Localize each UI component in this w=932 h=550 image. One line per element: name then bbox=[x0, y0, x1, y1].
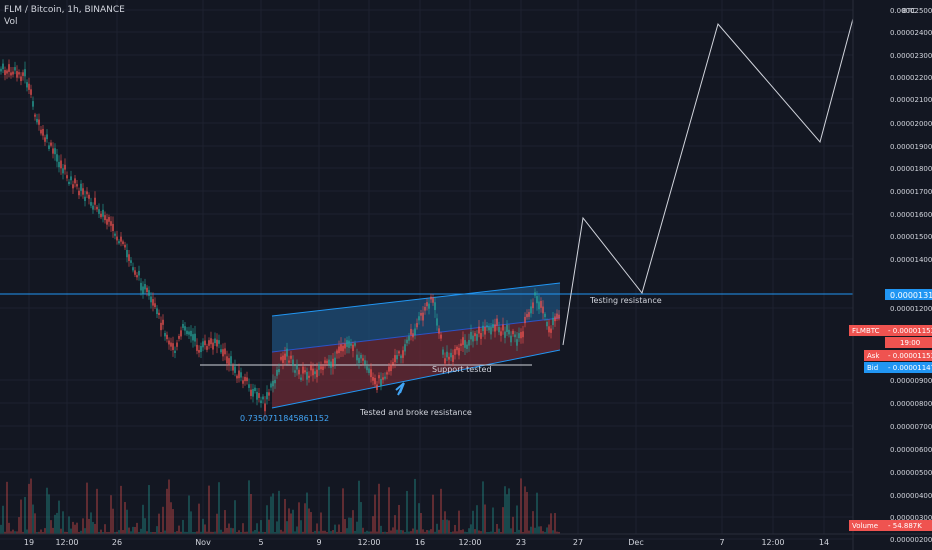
time-tick-label: 12:00 bbox=[357, 538, 380, 547]
price-tick-label: 0.00002500 bbox=[890, 7, 932, 15]
price-tick-label: 0.00001200 bbox=[890, 305, 932, 313]
volume-bars bbox=[0, 478, 560, 534]
price-tag-label: Ask bbox=[867, 352, 880, 360]
time-tick-label: 12:00 bbox=[761, 538, 784, 547]
price-tick-label: 0.00002100 bbox=[890, 96, 932, 104]
price-tick-label: 0.00000500 bbox=[890, 469, 932, 477]
current-price-level-tag[interactable]: 0.00001310 bbox=[885, 289, 932, 300]
channel-middle-line[interactable] bbox=[271, 317, 561, 353]
price-tag-label: Volume bbox=[852, 522, 878, 530]
time-axis-ticks: 19 12:00 26 Nov 5 9 12:00 16 12:00 23 27 Dec 7 12:00 1… bbox=[24, 538, 829, 547]
current-price-level-text: 0.00001310 bbox=[890, 291, 932, 300]
breakout-annotation: Tested and broke resistance bbox=[359, 408, 472, 417]
symbol-title[interactable]: FLM / Bitcoin, 1h, BINANCE bbox=[4, 5, 125, 15]
price-tick-label: 0.00001900 bbox=[890, 143, 932, 151]
price-tag[interactable]: Ask - 0.00001153 bbox=[864, 350, 932, 361]
price-tag[interactable]: 19:00 bbox=[885, 337, 932, 348]
channel-top-line[interactable] bbox=[271, 282, 561, 317]
price-tag-value: 19:00 bbox=[900, 339, 920, 347]
grid-lines bbox=[0, 0, 853, 540]
time-tick-label: 26 bbox=[112, 538, 122, 547]
price-tick-label: 0.00000300 bbox=[890, 514, 932, 522]
price-tick-label: 0.00001800 bbox=[890, 165, 932, 173]
price-tag-label: FLMBTC bbox=[852, 327, 880, 335]
time-tick-label: 7 bbox=[719, 538, 724, 547]
price-tick-label: 0.00002000 bbox=[890, 120, 932, 128]
support-annotation: Support tested bbox=[432, 365, 492, 374]
channel-lower-band[interactable] bbox=[272, 318, 560, 408]
parallel-channel[interactable] bbox=[271, 282, 561, 409]
time-tick-label: 27 bbox=[573, 538, 583, 547]
channel-upper-band[interactable] bbox=[272, 283, 560, 352]
channel-bottom-line[interactable] bbox=[271, 349, 561, 409]
time-tick-label: Nov bbox=[195, 538, 211, 547]
time-tick-label: 12:00 bbox=[458, 538, 481, 547]
price-tag[interactable]: FLMBTC - 0.00001153 bbox=[849, 325, 932, 336]
price-tick-label: 0.00000600 bbox=[890, 446, 932, 454]
price-tick-label: 0.00001700 bbox=[890, 188, 932, 196]
price-tag[interactable]: Volume - 54.887K bbox=[849, 520, 932, 531]
price-tag-value: - 0.00001153 bbox=[888, 327, 932, 335]
price-tag[interactable]: Bid - 0.00001147 bbox=[864, 362, 932, 373]
price-tick-label: 0.00001400 bbox=[890, 256, 932, 264]
price-tick-label: 0.00002400 bbox=[890, 29, 932, 37]
price-axis-panel[interactable] bbox=[853, 0, 932, 550]
price-tags: FLMBTC - 0.00001153 19:00 Ask - 0.00001153 Bi… bbox=[849, 325, 932, 531]
time-tick-label: 23 bbox=[516, 538, 526, 547]
arrow-icon[interactable] bbox=[395, 382, 405, 396]
price-tick-label: 0.00002200 bbox=[890, 74, 932, 82]
price-tick-label: 0.00000700 bbox=[890, 423, 932, 431]
price-unit-label: BTC bbox=[902, 7, 916, 15]
time-tick-label: 16 bbox=[415, 538, 425, 547]
price-tick-label: 0.00001500 bbox=[890, 233, 932, 241]
projection-path[interactable] bbox=[562, 0, 859, 346]
time-tick-label: 14 bbox=[819, 538, 829, 547]
time-tick-label: 9 bbox=[316, 538, 321, 547]
time-tick-label: 19 bbox=[24, 538, 34, 547]
price-tag-value: - 0.00001147 bbox=[888, 364, 932, 372]
price-tick-label: 0.00000900 bbox=[890, 377, 932, 385]
resistance-annotation: Testing resistance bbox=[589, 296, 662, 305]
price-tag-label: Bid bbox=[867, 364, 878, 372]
price-tick-label: 0.00002300 bbox=[890, 52, 932, 60]
volume-indicator-label[interactable]: Vol bbox=[4, 17, 18, 27]
price-axis-ticks: 0.00002500 0.00002400 0.00002300 0.00002200… bbox=[890, 7, 932, 544]
price-tick-label: 0.00000400 bbox=[890, 492, 932, 500]
price-tag-value: - 0.00001153 bbox=[888, 352, 932, 360]
candlestick-series bbox=[0, 59, 560, 417]
time-tick-label: 5 bbox=[258, 538, 263, 547]
fib-level-label: 0.7350711845861152 bbox=[240, 414, 329, 423]
time-tick-label: 12:00 bbox=[55, 538, 78, 547]
time-tick-label: Dec bbox=[628, 538, 643, 547]
price-tag-value: - 54.887K bbox=[888, 522, 922, 530]
price-tick-label: 0.00001600 bbox=[890, 211, 932, 219]
price-tick-label: 0.00000200 bbox=[890, 536, 932, 544]
price-tick-label: 0.00000800 bbox=[890, 400, 932, 408]
